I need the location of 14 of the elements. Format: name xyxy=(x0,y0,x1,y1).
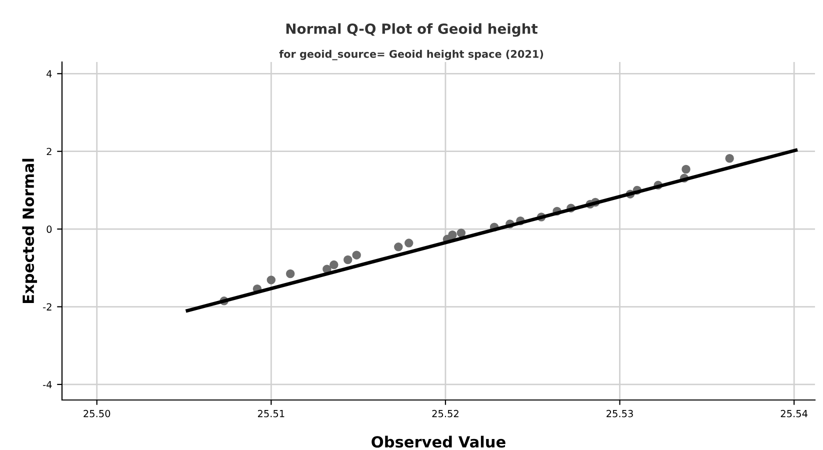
x-tick-label: 25.54 xyxy=(780,410,808,418)
y-axis-title: Expected Normal xyxy=(22,158,38,304)
x-tick-label: 25.52 xyxy=(432,410,458,418)
x-tick-label: 25.51 xyxy=(258,410,284,418)
x-tick-label: 25.53 xyxy=(606,410,633,418)
x-tick-label: 25.50 xyxy=(84,410,110,418)
chart-subtitle: for geoid_source= Geoid height space (2021) xyxy=(279,50,544,60)
chart-title: Normal Q-Q Plot of Geoid height xyxy=(286,23,538,37)
y-tick-label: -2 xyxy=(43,303,52,310)
y-tick-label: 2 xyxy=(46,148,52,156)
y-tick-label: 0 xyxy=(46,226,52,233)
y-tick-label: -4 xyxy=(43,381,52,388)
y-tick-label: 4 xyxy=(46,70,52,78)
x-axis-title: Observed Value xyxy=(372,436,506,448)
